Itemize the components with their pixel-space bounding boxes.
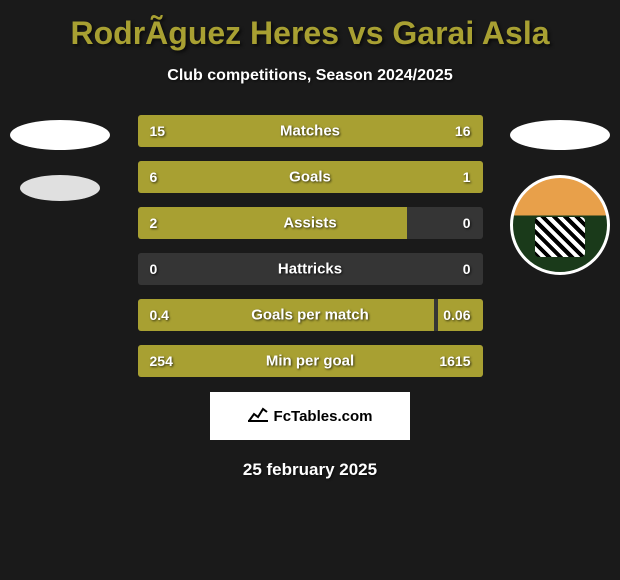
stat-value-left: 15 — [150, 123, 166, 139]
avatar-placeholder-icon — [510, 120, 610, 150]
stat-label: Min per goal — [266, 353, 354, 370]
source-badge: FcTables.com — [210, 392, 410, 440]
stat-value-right: 0 — [463, 215, 471, 231]
stat-value-left: 0.4 — [150, 307, 169, 323]
avatar-placeholder-icon — [10, 120, 110, 150]
stat-value-right: 1 — [463, 169, 471, 185]
stat-row: 0 Hattricks 0 — [138, 253, 483, 285]
club-badge-icon — [510, 175, 610, 275]
stat-fill-left — [138, 161, 407, 193]
stat-label: Hattricks — [278, 261, 342, 278]
footer-date: 25 february 2025 — [0, 460, 620, 480]
player-left-avatar — [10, 120, 110, 201]
stat-label: Goals per match — [251, 307, 369, 324]
stat-value-right: 0.06 — [443, 307, 470, 323]
stat-value-right: 1615 — [439, 353, 470, 369]
stat-value-right: 16 — [455, 123, 471, 139]
player-right-avatar — [510, 120, 610, 275]
stat-label: Goals — [289, 169, 331, 186]
stat-value-right: 0 — [463, 261, 471, 277]
stat-row: 15 Matches 16 — [138, 115, 483, 147]
source-badge-text: FcTables.com — [274, 408, 373, 425]
stat-label: Assists — [283, 215, 336, 232]
comparison-title: RodrÃ­guez Heres vs Garai Asla — [0, 0, 620, 52]
comparison-subtitle: Club competitions, Season 2024/2025 — [0, 67, 620, 85]
stat-value-left: 254 — [150, 353, 173, 369]
club-placeholder-icon — [20, 175, 100, 201]
stats-container: 15 Matches 16 6 Goals 1 2 Assists 0 0 Hattricks 0 0.… — [138, 115, 483, 377]
stat-row: 0.4 Goals per match 0.06 — [138, 299, 483, 331]
stat-row: 2 Assists 0 — [138, 207, 483, 239]
stat-fill-left — [138, 207, 407, 239]
stat-row: 254 Min per goal 1615 — [138, 345, 483, 377]
stat-row: 6 Goals 1 — [138, 161, 483, 193]
stat-value-left: 2 — [150, 215, 158, 231]
stat-label: Matches — [280, 123, 340, 140]
stat-value-left: 0 — [150, 261, 158, 277]
stat-value-left: 6 — [150, 169, 158, 185]
chart-icon — [248, 406, 268, 427]
stat-fill-right — [407, 161, 483, 193]
